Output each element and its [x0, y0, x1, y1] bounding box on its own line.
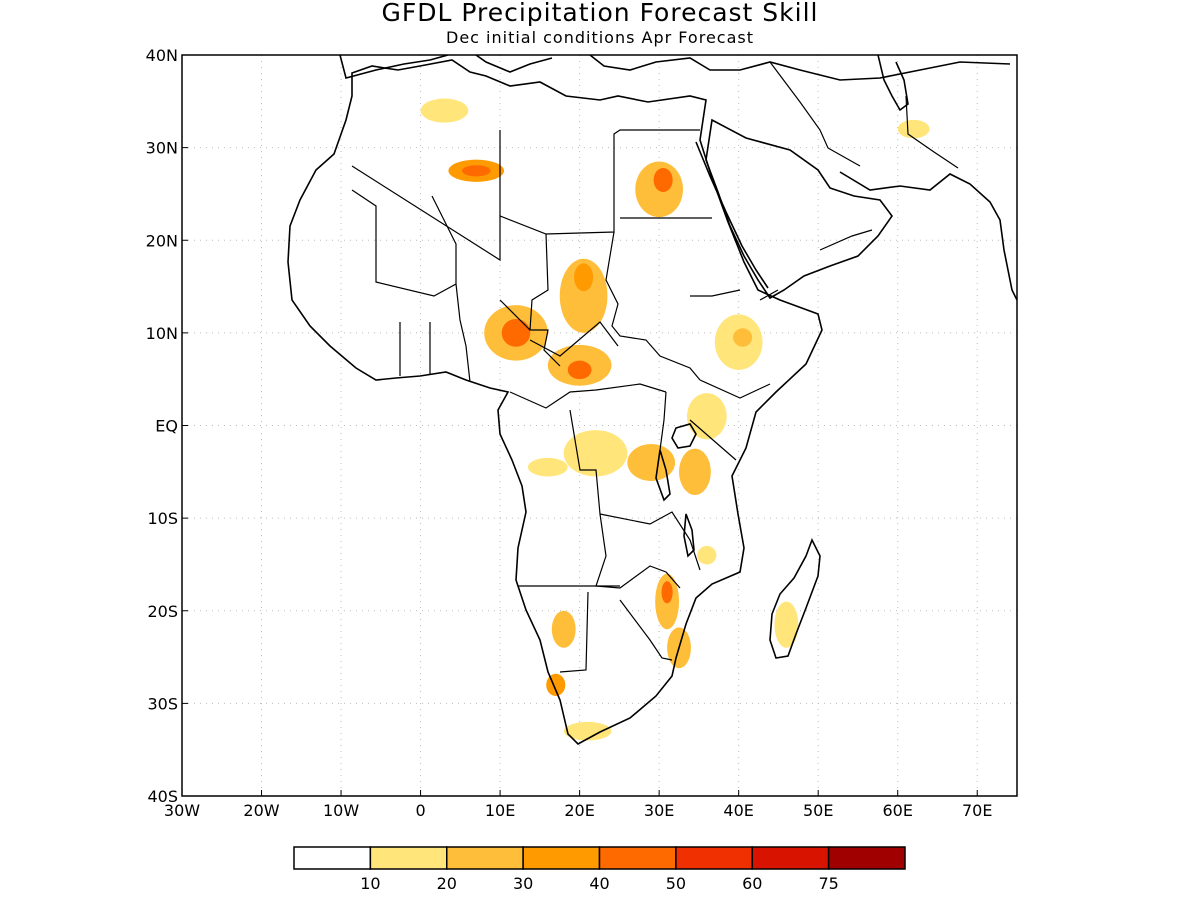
skill-shading [420, 98, 930, 741]
lake-victoria [671, 423, 697, 449]
colorbar-swatch [751, 846, 830, 870]
skill-region-21 [551, 610, 576, 648]
colorbar-label: 20 [437, 874, 457, 893]
x-tick-label: 30W [164, 801, 200, 820]
map-title: GFDL Precipitation Forecast Skill [381, 0, 819, 27]
colorbar-swatch [598, 846, 677, 870]
colorbar-label: 40 [589, 874, 609, 893]
y-tick-label: 20S [147, 602, 178, 621]
skill-region-24 [774, 601, 799, 648]
y-tick-label: 40S [147, 787, 178, 806]
skill-region-19 [661, 581, 673, 604]
skill-region-2 [420, 98, 469, 123]
skill-region-12 [733, 328, 753, 347]
caspian-coastline [877, 55, 909, 112]
skill-region-8 [574, 263, 594, 292]
x-tick-label: 10W [323, 801, 359, 820]
colorbar-label: 60 [742, 874, 762, 893]
skill-region-1 [461, 165, 491, 177]
y-tick-label: 10N [146, 324, 178, 343]
colorbar-label: 50 [666, 874, 686, 893]
skill-region-25 [697, 545, 717, 565]
lake-tanganyika [655, 449, 671, 502]
colorbar-label: 75 [818, 874, 838, 893]
grid-lines [182, 55, 1017, 796]
x-tick-label: 10E [485, 801, 515, 820]
y-tick-label: 40N [146, 46, 178, 65]
asia-coastline [839, 171, 1017, 301]
x-tick-label: 50E [803, 801, 833, 820]
colorbar-label: 10 [360, 874, 380, 893]
colorbar-swatch [827, 846, 906, 870]
skill-region-6 [501, 318, 531, 347]
red-sea-coastline [695, 141, 769, 289]
y-tick-label: EQ [155, 417, 178, 436]
lake-malawi [683, 513, 695, 558]
colorbar-swatch [446, 846, 524, 870]
x-tick-label: 20W [243, 801, 279, 820]
europe-coastline [339, 55, 1011, 81]
arabia-coastline [705, 118, 893, 300]
x-tick-label: 40E [723, 801, 753, 820]
x-tick-label: 70E [962, 801, 992, 820]
skill-region-4 [653, 168, 673, 193]
skill-region-16 [679, 448, 711, 495]
skill-region-23 [563, 721, 612, 741]
colorbar-label: 30 [513, 874, 533, 893]
colorbar-swatch [522, 846, 601, 870]
colorbar: 10 20 30 40 50 60 75 [293, 846, 906, 893]
skill-region-17 [527, 457, 568, 477]
skill-region-15 [627, 444, 676, 482]
plot-frame [181, 54, 1018, 797]
colorbar-swatch [293, 846, 372, 870]
skill-region-10 [567, 360, 592, 380]
x-tick-label: 20E [564, 801, 594, 820]
x-tick-label: 60E [882, 801, 912, 820]
coastlines [287, 55, 1017, 745]
colorbar-swatch [675, 846, 753, 870]
x-tick-label: 30E [644, 801, 674, 820]
skill-region-22 [546, 673, 566, 696]
x-tick-label: 0 [415, 801, 425, 820]
map-axes: 30W 20W 10W 0 10E 20E 30E 40E 50E 60E 70E 40N 30N 20N… [146, 46, 1018, 820]
y-tick-label: 20N [146, 231, 178, 250]
skill-region-7 [559, 258, 608, 333]
colorbar-swatch [369, 846, 448, 870]
africa-coastline [287, 59, 823, 745]
madagascar-coastline [769, 538, 821, 659]
y-tick-label: 30S [147, 694, 178, 713]
y-tick-label: 30N [146, 139, 178, 158]
skill-region-13 [686, 393, 727, 440]
country-borders [351, 61, 959, 673]
skill-region-26 [897, 119, 930, 139]
map-subtitle: Dec initial conditions Apr Forecast [446, 28, 754, 47]
y-tick-label: 10S [147, 509, 178, 528]
